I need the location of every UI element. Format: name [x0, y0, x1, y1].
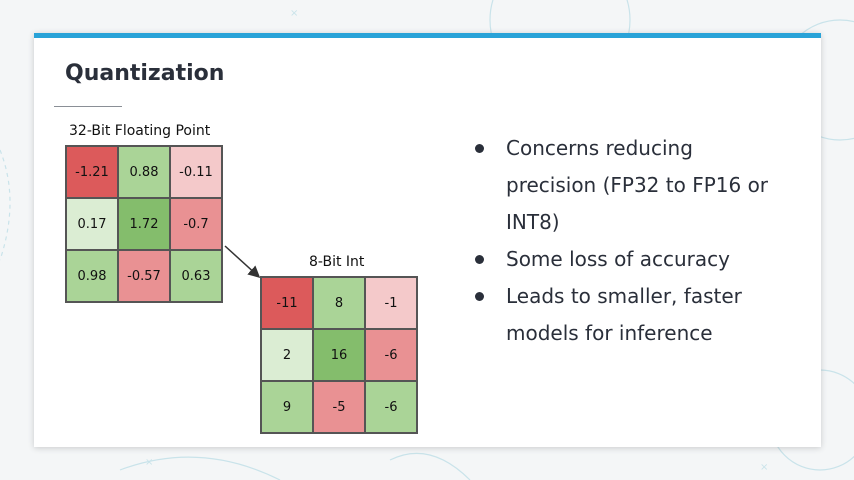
int8-cell: 16 [313, 329, 365, 381]
fp32-cell: 1.72 [118, 198, 170, 250]
bullet-item: Some loss of accuracy [472, 241, 782, 278]
bullet-dot-icon [475, 255, 484, 264]
int8-grid-label: 8-Bit Int [309, 254, 365, 270]
slide-title: Quantization [65, 61, 225, 86]
fp32-cell: -1.21 [66, 146, 118, 198]
int8-cell: 2 [261, 329, 313, 381]
int8-cell: -1 [365, 277, 417, 329]
title-underline [54, 106, 122, 107]
fp32-matrix: -1.21 0.88 -0.11 0.17 1.72 -0.7 0.98 -0.57 0.63 [65, 145, 223, 303]
fp32-cell: -0.57 [118, 250, 170, 302]
bullet-list: Concerns reducing precision (FP32 to FP1… [472, 130, 782, 352]
int8-matrix: -11 8 -1 2 16 -6 9 -5 -6 [260, 276, 418, 434]
fp32-cell: 0.63 [170, 250, 222, 302]
bullet-item: Concerns reducing precision (FP32 to FP1… [472, 130, 782, 241]
bullet-item: Leads to smaller, faster models for infe… [472, 278, 782, 352]
arrow-line [224, 245, 261, 279]
fp32-cell: 0.88 [118, 146, 170, 198]
bullet-text: Leads to smaller, faster models for infe… [506, 284, 742, 345]
int8-cell: -6 [365, 381, 417, 433]
fp32-cell: 0.17 [66, 198, 118, 250]
fp32-grid-label: 32-Bit Floating Point [69, 123, 211, 139]
slide: Quantization 32-Bit Floating Point -1.21… [34, 33, 821, 447]
fp32-cell: -0.11 [170, 146, 222, 198]
int8-cell: -11 [261, 277, 313, 329]
svg-text:×: × [290, 8, 298, 19]
bullet-dot-icon [475, 144, 484, 153]
bullet-text: Concerns reducing precision (FP32 to FP1… [506, 136, 769, 234]
fp32-cell: -0.7 [170, 198, 222, 250]
int8-cell: 8 [313, 277, 365, 329]
bullet-dot-icon [475, 292, 484, 301]
int8-cell: 9 [261, 381, 313, 433]
int8-cell: -5 [313, 381, 365, 433]
svg-text:×: × [145, 457, 153, 468]
int8-cell: -6 [365, 329, 417, 381]
svg-text:×: × [760, 462, 768, 473]
fp32-cell: 0.98 [66, 250, 118, 302]
bullet-text: Some loss of accuracy [506, 247, 730, 271]
